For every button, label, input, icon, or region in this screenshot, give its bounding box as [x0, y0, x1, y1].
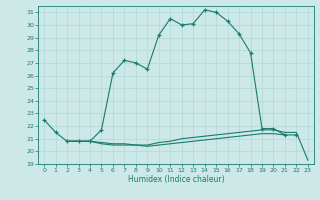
X-axis label: Humidex (Indice chaleur): Humidex (Indice chaleur): [128, 175, 224, 184]
